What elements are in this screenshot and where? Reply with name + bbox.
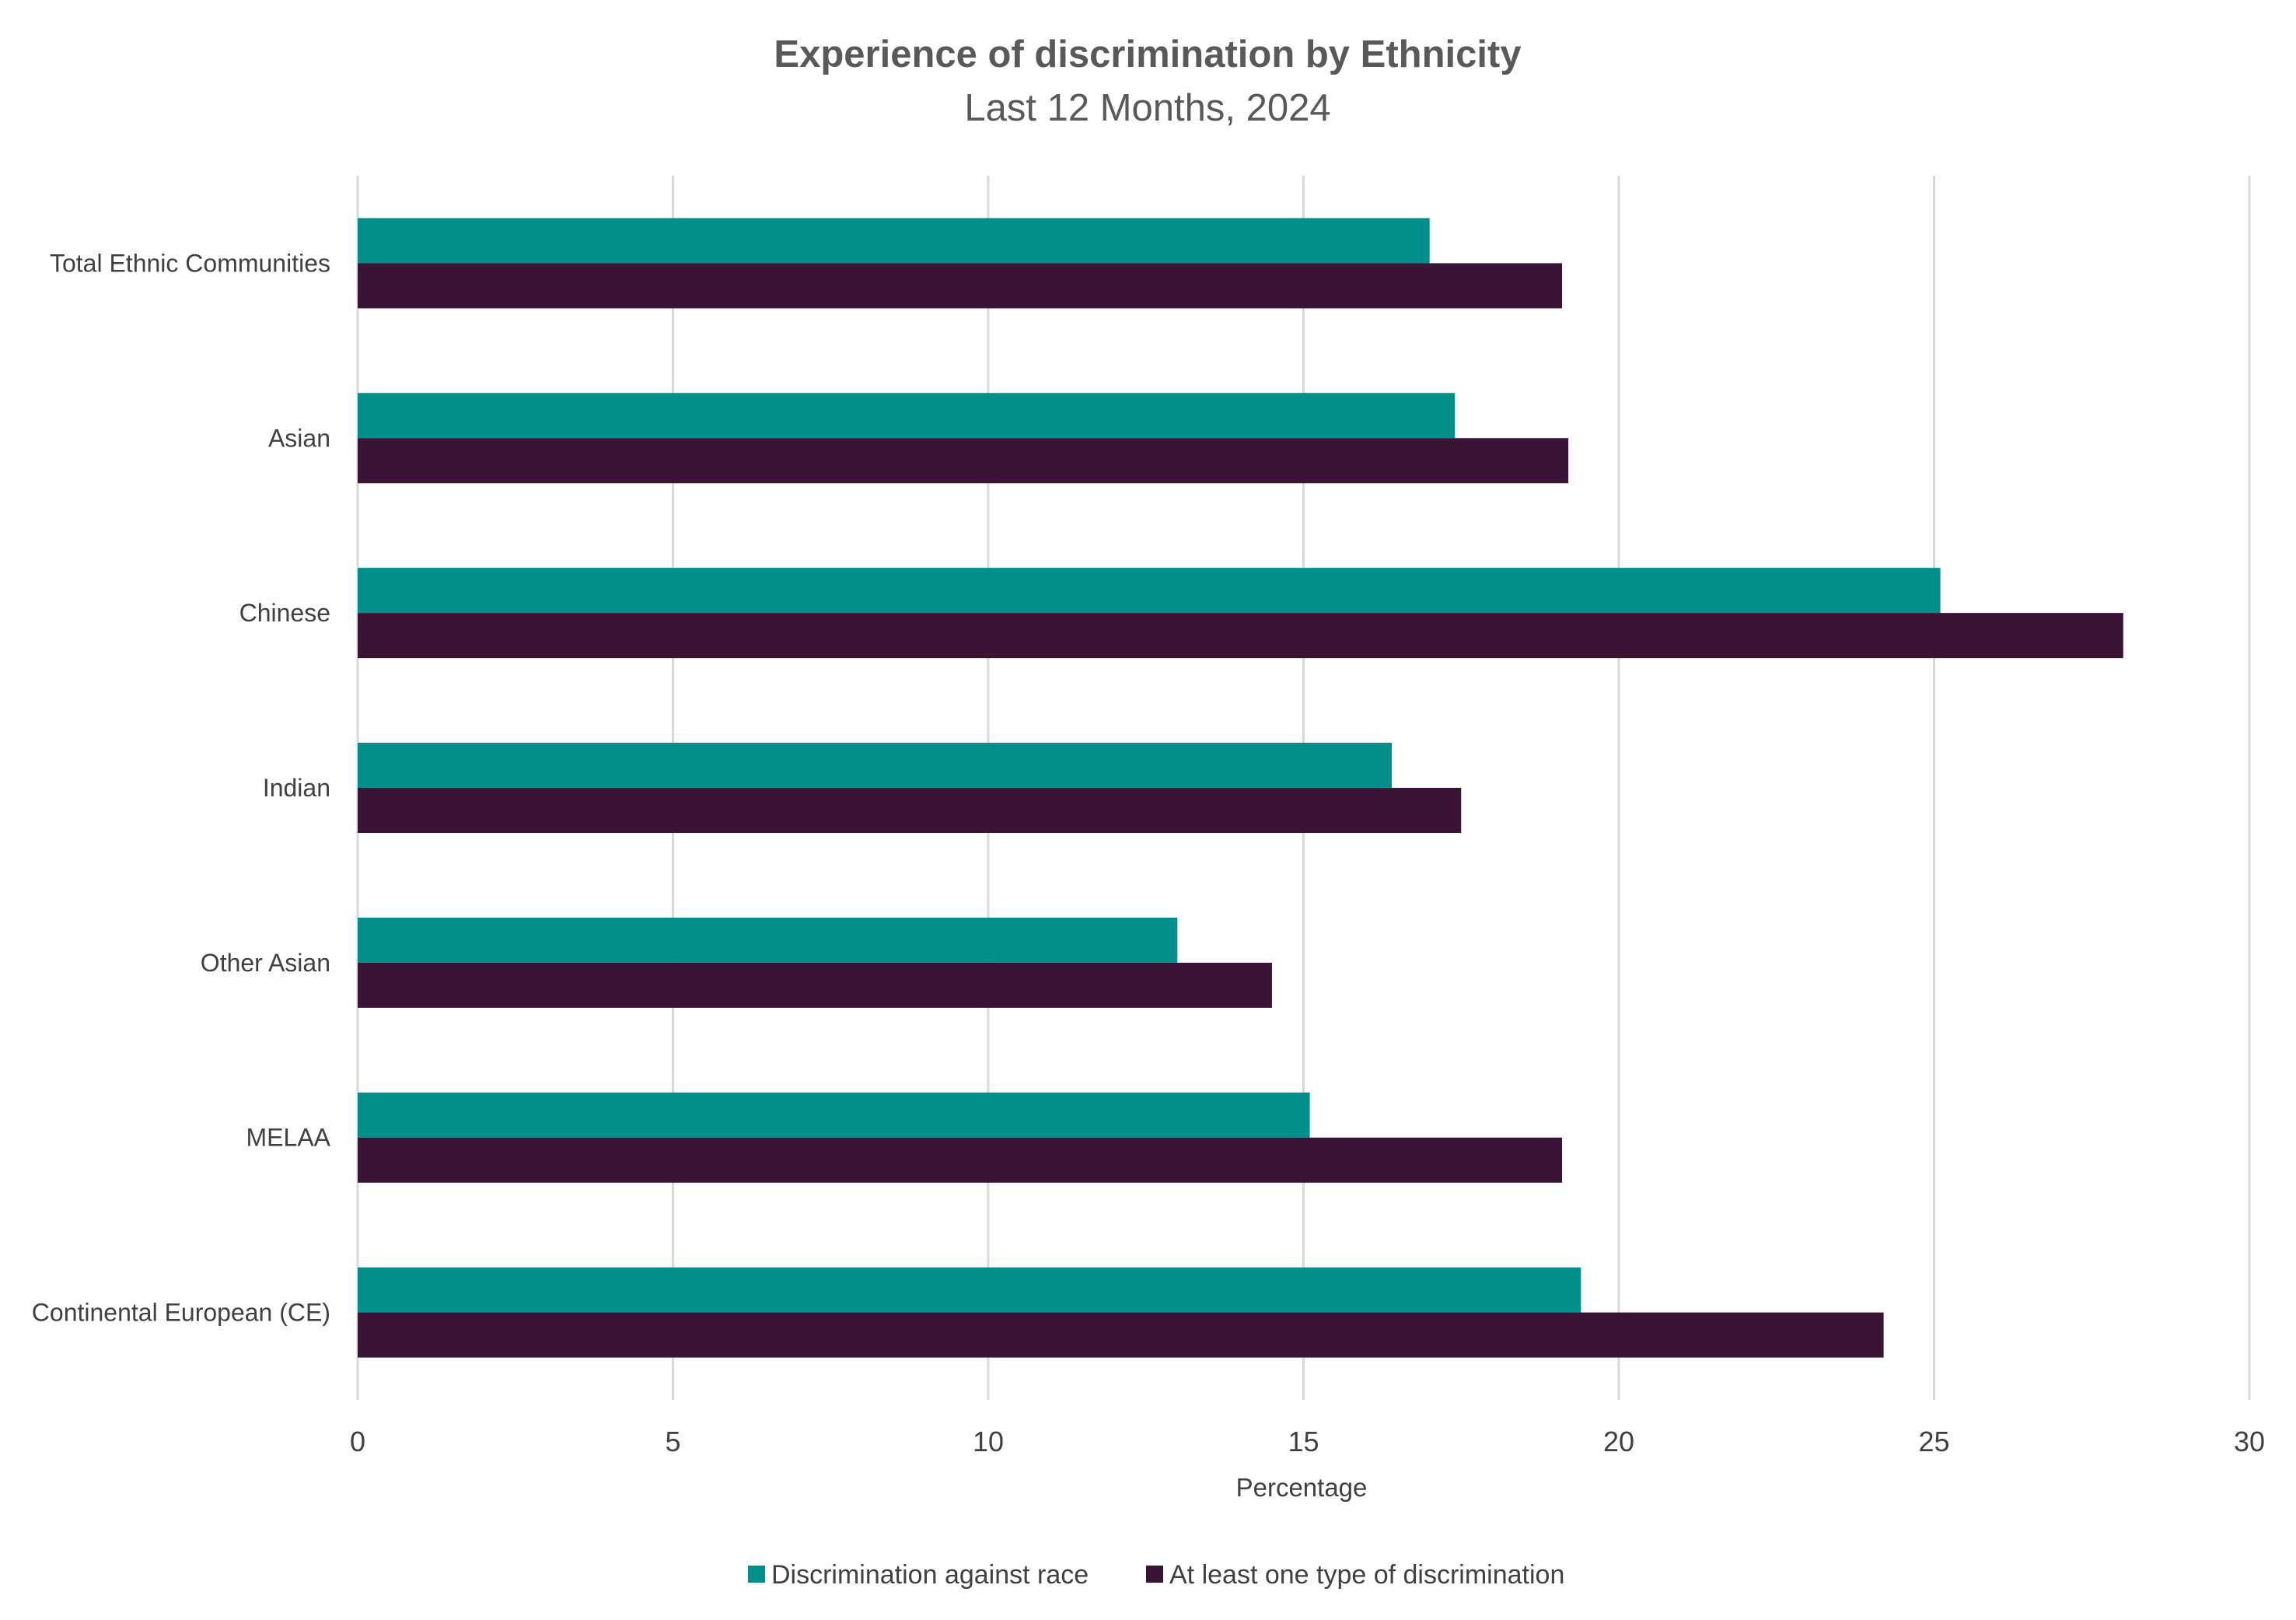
bar-race (358, 917, 1178, 963)
bar-race (358, 743, 1393, 788)
bar-race (358, 1267, 1581, 1313)
bar-any-type (358, 263, 1563, 309)
category-label: Total Ethnic Communities (50, 249, 330, 277)
bar-any-type (358, 1312, 1884, 1358)
x-tick-label: 10 (973, 1426, 1004, 1457)
bar-any-type (358, 1137, 1563, 1183)
bar-race (358, 568, 1941, 614)
legend-swatch (748, 1566, 765, 1583)
x-tick-labels: 0 5 10 15 20 25 30 (350, 1426, 2265, 1457)
x-tick-label: 30 (2234, 1426, 2265, 1457)
legend-label: Discrimination against race (771, 1560, 1089, 1590)
x-axis-title: Percentage (1236, 1473, 1368, 1502)
bar-any-type (358, 613, 2123, 659)
x-tick-label: 0 (350, 1426, 365, 1457)
category-label: Chinese (239, 599, 330, 627)
x-tick-label: 15 (1288, 1426, 1319, 1457)
legend-label: At least one type of discrimination (1169, 1560, 1564, 1590)
category-label: MELAA (246, 1124, 331, 1152)
legend-swatch (1146, 1566, 1163, 1583)
category-label: Continental European (CE) (32, 1299, 330, 1327)
bar-race (358, 218, 1430, 264)
category-label: Indian (263, 774, 330, 802)
x-tick-label: 20 (1603, 1426, 1634, 1457)
bars (358, 218, 2123, 1358)
chart-subtitle: Last 12 Months, 2024 (964, 87, 1330, 129)
x-tick-label: 25 (1918, 1426, 1949, 1457)
x-tick-label: 5 (665, 1426, 680, 1457)
category-label: Asian (268, 424, 330, 452)
category-label: Other Asian (201, 949, 330, 977)
bar-race (358, 393, 1456, 439)
legend: Discrimination against race At least one … (748, 1560, 1564, 1590)
bar-any-type (358, 962, 1272, 1008)
chart-title: Experience of discrimination by Ethnicit… (774, 33, 1521, 75)
bar-any-type (358, 788, 1462, 833)
category-labels: Total Ethnic Communities Asian Chinese Indi… (32, 249, 331, 1326)
bar-race (358, 1092, 1310, 1138)
bar-any-type (358, 438, 1569, 484)
